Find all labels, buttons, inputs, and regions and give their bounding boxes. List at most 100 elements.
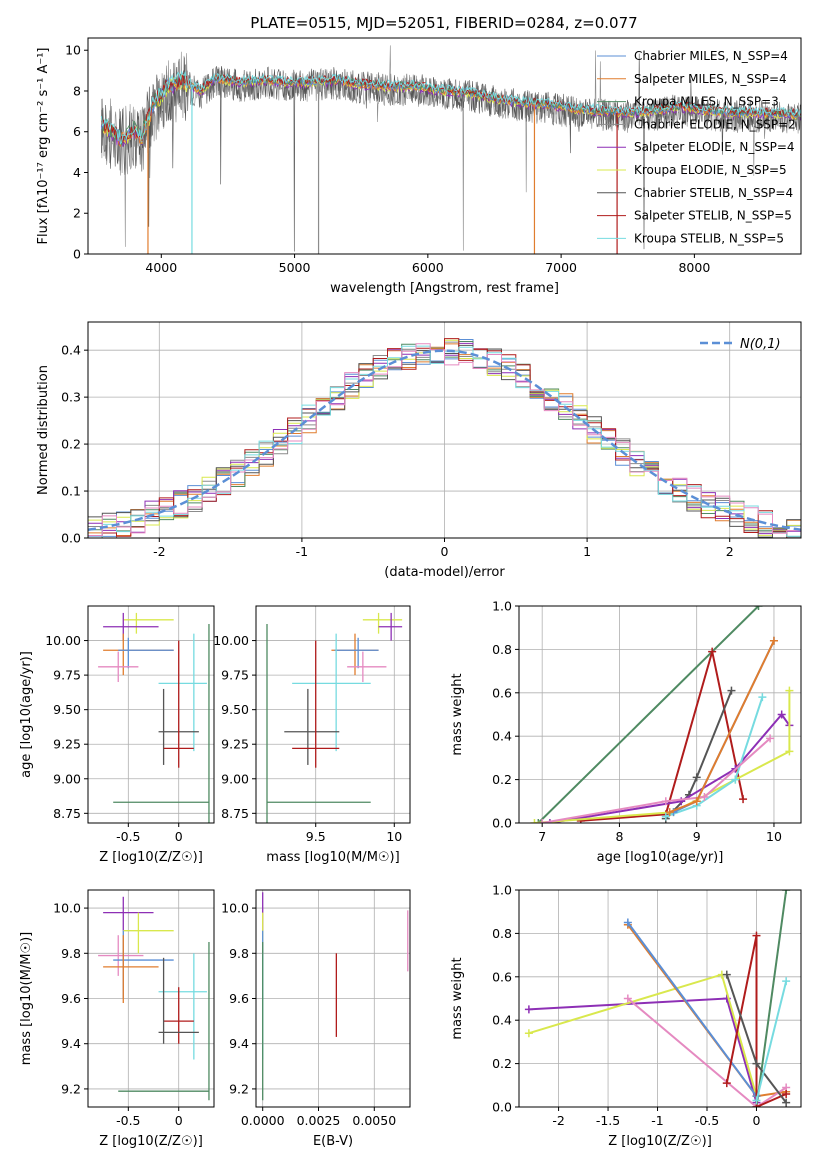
y-tick-label: 1.0 [492,883,512,898]
x-axis-label: mass [log10(M/M☉)] [266,850,399,865]
y-axis-label: mass weight [450,957,465,1039]
y-tick-label: 10.0 [53,901,81,916]
spectrum-line-krou_miles [101,73,801,146]
x-tick-label: 10 [386,829,402,844]
panel-spectrum: 4000 5000 6000 7000 8000 0 2 4 6 8 10 wavelength [A… [36,37,802,296]
x-tick-label: 4000 [145,260,177,275]
y-axis-label: Flux [fλ10⁻¹⁷ erg cm⁻² s⁻¹ A⁻¹] [36,48,51,245]
x-axis-label: E(B-V) [313,1134,353,1149]
weight-marker-krou_elodie [524,1029,533,1038]
x-axis-label: age [log10(age/yr)] [597,850,724,865]
y-tick-label: 9.25 [221,737,249,752]
y-axis-label: age [log10(age/yr)] [19,651,34,778]
weight-marker-pink [623,994,632,1003]
x-axis-label: Z [log10(Z/Z☉)] [99,850,203,865]
x-tick-label: 5000 [279,260,311,275]
legend-label: Kroupa STELIB, N_SSP=5 [634,231,784,245]
x-axis-label: wavelength [Angstrom, rest frame] [330,281,559,296]
weight-marker-salp_stelib [782,1089,791,1098]
weight-marker-salp_stelib [752,931,761,940]
weight-marker-krou_stelib [752,1096,761,1105]
weight-marker-salp_elodie [524,1005,533,1014]
y-tick-label: 8.75 [53,806,81,821]
x-tick-label: 0 [175,1113,183,1128]
y-tick-label: 0.0 [61,531,81,546]
y-tick-label: 9.8 [229,946,249,961]
y-tick-label: 10 [65,43,81,58]
histogram-step-pink [88,343,801,536]
weight-marker-pink [538,819,547,823]
weight-marker-chab_miles [623,918,632,927]
axes-border [255,605,411,824]
x-tick-label: -1 [651,1113,663,1128]
y-tick-label: 9.4 [229,1036,249,1051]
y-tick-label: 4 [73,165,81,180]
plot-area [88,338,801,538]
gaussian-curve [88,349,801,532]
weight-marker-krou_miles [782,890,791,894]
y-tick-label: 0.8 [492,642,512,657]
weight-marker-chab_stelib [722,970,731,979]
weight-marker-chab_stelib [752,1059,761,1068]
y-tick-label: 9.2 [61,1081,81,1096]
x-tick-label: -0.5 [116,829,140,844]
axes-frame: -2 -1 0 1 2 0.0 0.1 0.2 0.3 0.4 (data-model)/error… [36,321,802,580]
legend-label: N(0,1) [740,337,781,352]
y-tick-label: 9.00 [53,771,81,786]
y-tick-label: 0.6 [492,969,512,984]
y-tick-label: 0.2 [61,437,81,452]
axes-frame: -0.5 0 8.75 9.00 9.25 9.50 9.75 10.00 Z [log10(Z… [19,605,215,865]
weight-marker-salp_stelib [722,1079,731,1088]
y-tick-label: 10.0 [221,901,249,916]
y-tick-label: 1.0 [492,599,512,614]
legend-label: Salpeter ELODIE, N_SSP=4 [634,140,795,154]
y-tick-label: 0 [73,247,81,262]
y-tick-label: 2 [73,206,81,221]
x-tick-label: -1.5 [596,1113,620,1128]
plot-area [266,612,403,823]
spectrum-line-salp_stelib [100,72,801,143]
weight-marker-krou_miles [534,819,543,823]
panel-age_vs_Z: -0.5 0 8.75 9.00 9.25 9.50 9.75 10.00 Z [log10(Z… [19,605,215,865]
weight-marker-salp_miles [665,808,674,817]
x-tick-label: 1 [583,544,591,559]
x-tick-label: 0.0000 [241,1113,285,1128]
figure-title: PLATE=0515, MJD=52051, FIBERID=0284, z=0… [250,14,637,32]
y-tick-label: 0.6 [492,685,512,700]
y-tick-label: 9.4 [61,1036,81,1051]
x-tick-label: -1 [296,544,308,559]
axes-border [87,605,215,824]
x-tick-label: -0.5 [695,1113,719,1128]
spectrum-legend: Chabrier MILES, N_SSP=4 Salpeter MILES, N… [597,49,796,245]
legend-label: Chabrier ELODIE, N_SSP=2 [634,117,796,131]
y-tick-label: 9.8 [61,946,81,961]
weight-marker-salp_miles [692,797,701,806]
x-tick-label: -2 [153,544,165,559]
legend-label: Chabrier STELIB, N_SSP=4 [634,186,793,200]
axes-border [518,889,802,1108]
x-tick-label: 8000 [678,260,710,275]
y-tick-label: 0.0 [492,1100,512,1115]
axes-border [518,605,802,824]
y-axis-label: mass [log10(M/M☉)] [19,932,34,1065]
weight-marker-pink [766,734,775,743]
x-tick-label: 0.0025 [297,1113,341,1128]
y-tick-label: 0.3 [61,390,81,405]
x-tick-label: 2 [726,544,734,559]
plot-area [98,612,210,823]
axes-frame: 4000 5000 6000 7000 8000 0 2 4 6 8 10 wavelength [A… [36,37,802,296]
weight-marker-salp_stelib [739,795,748,804]
plot-area [530,606,794,823]
y-tick-label: 10.00 [213,633,249,648]
panel-residuals: -2 -1 0 1 2 0.0 0.1 0.2 0.3 0.4 (data-model)/error… [36,321,802,580]
y-tick-label: 9.75 [221,668,249,683]
weight-marker-krou_elodie [785,686,794,695]
x-tick-label: 10 [766,829,782,844]
x-axis-label: Z [log10(Z/Z☉)] [99,1134,203,1149]
y-tick-label: 9.00 [221,771,249,786]
axes-frame: 7 8 9 10 0.0 0.2 0.4 0.6 0.8 1.0 age [log10(age/yr… [450,599,802,865]
axes-frame: -2 -1.5 -1 -0.5 0 0.0 0.2 0.4 0.6 0.8 1.0 Z [log10(… [450,883,802,1149]
weight-line-chab_stelib [665,690,733,820]
legend-label: Salpeter MILES, N_SSP=4 [634,72,787,86]
x-tick-label: 7000 [545,260,577,275]
